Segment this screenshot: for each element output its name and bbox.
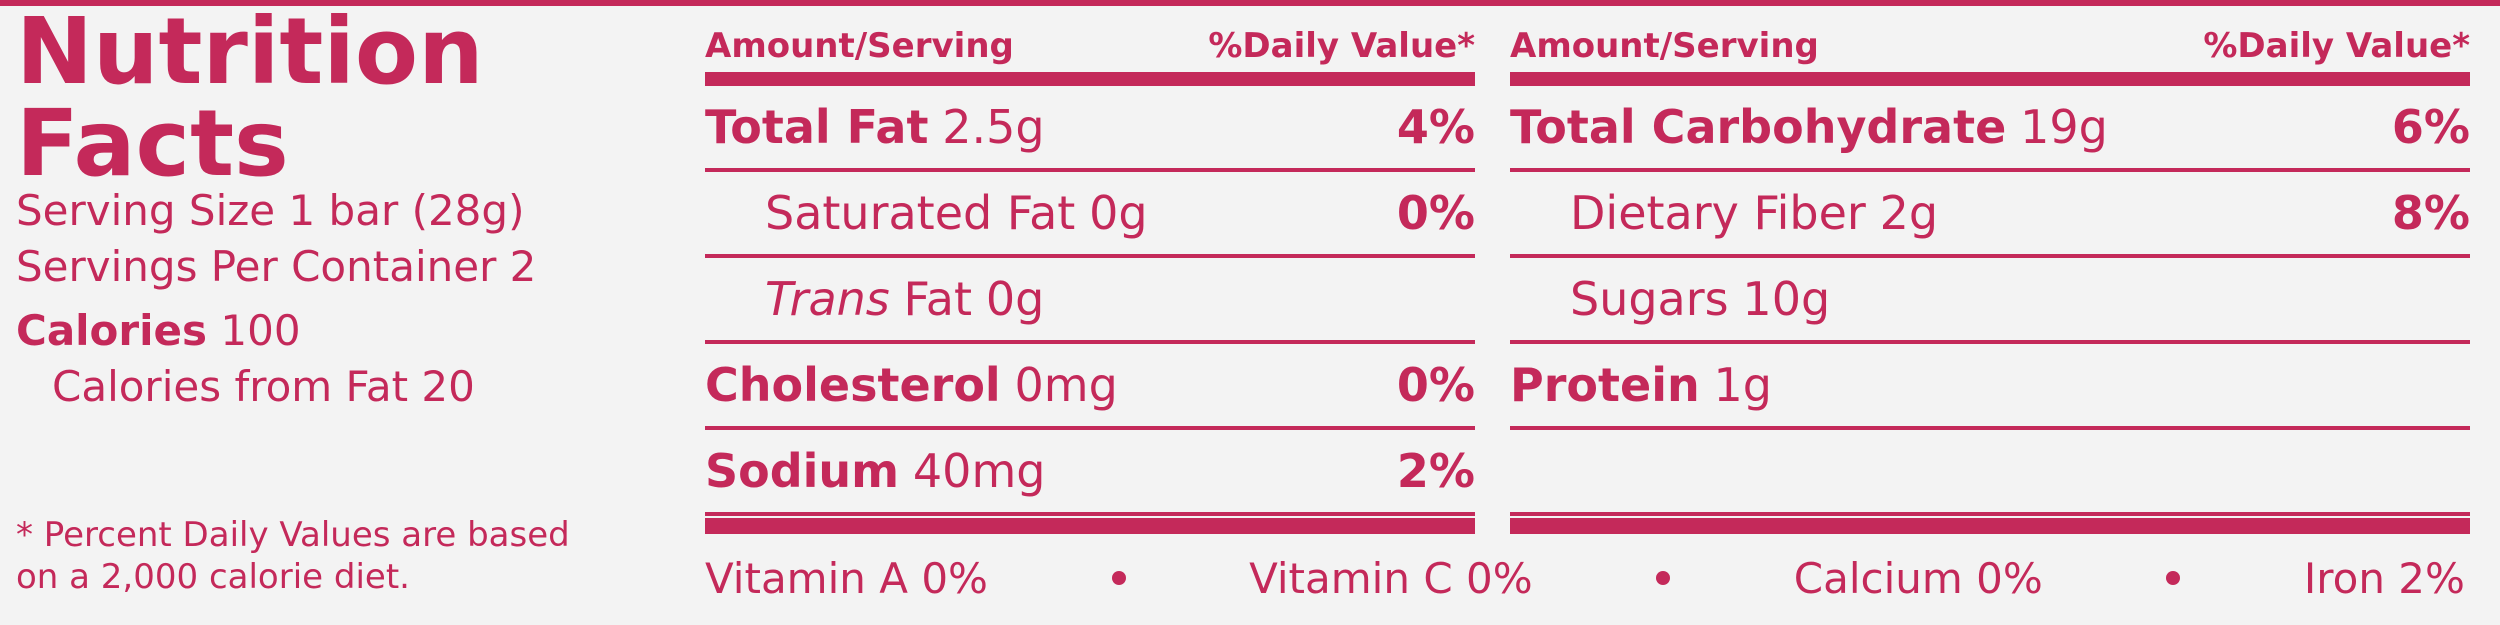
nutrient-row: Sodium 40mg 2% (705, 430, 1475, 516)
nutrient-name-italic: Trans (765, 272, 890, 326)
amount-header: Amount/Serving (705, 26, 1014, 66)
thick-rule (1510, 72, 2470, 86)
nutrient-name: Sugars (1570, 272, 1729, 326)
nutrient-amount: 0mg (1014, 358, 1118, 412)
vitamin: Calcium 0% (1793, 553, 2043, 603)
nutrient-name: Fat (903, 272, 973, 326)
nutrient-amount: 2g (1879, 186, 1939, 240)
amount-header: Amount/Serving (1510, 26, 1819, 66)
calories-from-fat: Calories from Fat 20 (52, 362, 475, 411)
daily-value: 4% (1396, 100, 1475, 154)
nutrient-row: Protein 1g (1510, 344, 2470, 430)
nutrient-name: Protein (1510, 358, 1700, 412)
thick-rule (705, 72, 1475, 86)
vitamin: Vitamin A 0% (705, 553, 988, 603)
title: Nutrition Facts (16, 0, 484, 197)
dv-header: %Daily Value* (1208, 26, 1475, 66)
nutrient-row (1510, 430, 2470, 516)
nutrient-name: Total Carbohydrate (1510, 100, 2007, 154)
nutrient-amount: 2.5g (942, 100, 1045, 154)
thick-rule (1510, 518, 2470, 534)
bullet (2166, 571, 2181, 585)
nutrient-amount: 1g (1713, 358, 1772, 412)
thick-rule (705, 518, 1475, 534)
nutrient-amount: 19g (2020, 100, 2108, 154)
nutrient-amount: 40mg (912, 444, 1046, 498)
nutrient-name: Sodium (705, 444, 900, 498)
calories: Calories 100 (16, 306, 301, 355)
nutrient-name: Cholesterol (705, 358, 1001, 412)
vitamin: Iron 2% (2303, 553, 2465, 603)
calories-value: 100 (220, 306, 301, 355)
serving-size: Serving Size 1 bar (28g) (16, 186, 525, 235)
nutrient-row: Trans Fat 0g (705, 258, 1475, 344)
nutrient-row: Total Fat 2.5g 4% (705, 86, 1475, 172)
daily-value: 0% (1396, 186, 1475, 240)
nutrient-amount: 10g (1742, 272, 1831, 326)
nutrient-row: Total Carbohydrate 19g 6% (1510, 86, 2470, 172)
nutrient-name: Saturated Fat (765, 186, 1076, 240)
vitamins: Vitamin A 0% Vitamin C 0% Calcium 0% Iron 2… (705, 546, 2465, 610)
nutrient-row: Saturated Fat 0g 0% (705, 172, 1475, 258)
daily-value: 0% (1396, 358, 1475, 412)
daily-value: 2% (1396, 444, 1475, 498)
nutrient-row: Cholesterol 0mg 0% (705, 344, 1475, 430)
nutrient-name: Dietary Fiber (1570, 186, 1866, 240)
servings-per-container: Servings Per Container 2 (16, 242, 537, 291)
dv-header: %Daily Value* (2203, 26, 2470, 66)
footnote: * Percent Daily Values are based on a 2,… (16, 515, 570, 597)
daily-value: 8% (2391, 186, 2470, 240)
nutrient-row: Sugars 10g (1510, 258, 2470, 344)
bullet (1656, 571, 1671, 585)
daily-value: 6% (2391, 100, 2470, 154)
nutrient-amount: 0g (985, 272, 1045, 326)
nutrient-row: Dietary Fiber 2g 8% (1510, 172, 2470, 258)
nutrient-name: Total Fat (705, 100, 929, 154)
nutrient-amount: 0g (1089, 186, 1148, 240)
calories-label: Calories (16, 306, 208, 355)
vitamin: Vitamin C 0% (1249, 553, 1533, 603)
bullet (1111, 571, 1126, 585)
